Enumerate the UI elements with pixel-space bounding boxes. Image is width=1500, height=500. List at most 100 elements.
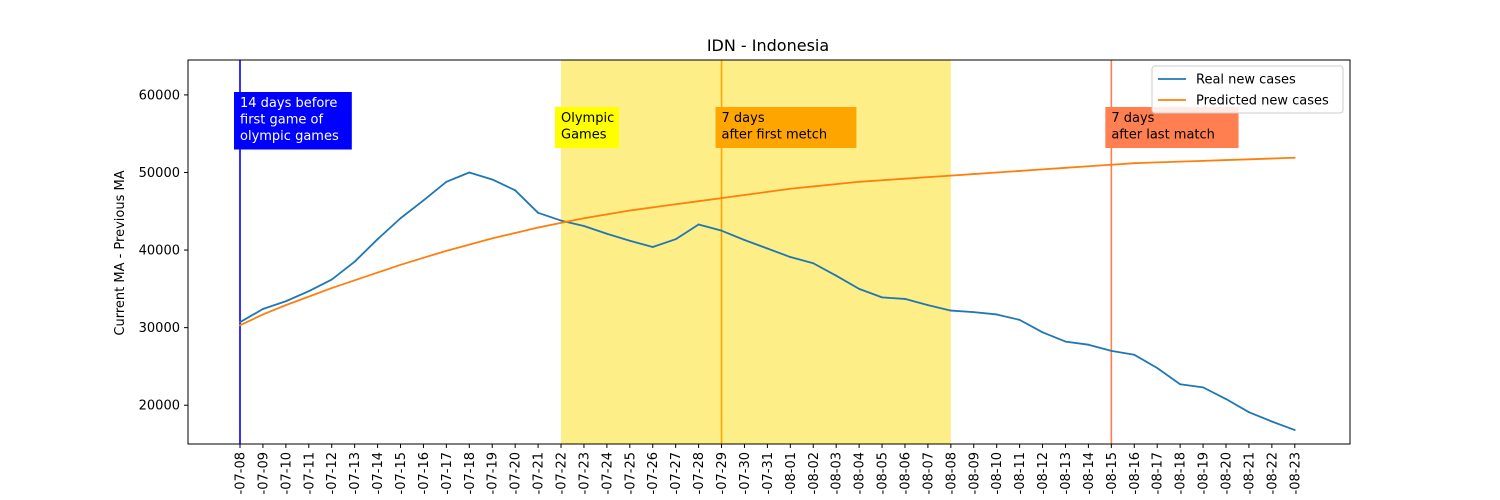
x-tick-label-34: -08-11 [1013,452,1028,494]
series-0-point-0 [239,321,241,324]
plot-frame [187,59,1351,445]
x-tick-label-11: -07-19 [486,452,501,494]
series-0-point-18 [651,246,654,248]
series-0-point-6 [376,238,379,241]
x-tick-label-15: -07-23 [577,452,592,494]
x-tick-label-17: -07-25 [623,452,638,494]
series-1-point-37 [1087,165,1090,168]
series-1-point-8 [422,256,425,259]
x-tick-label-0: -07-08 [234,452,249,494]
series-1-point-41 [1179,160,1182,163]
series-1-point-46 [1293,156,1296,159]
series-1-point-43 [1225,159,1227,161]
x-tick-label-8: -07-16 [417,452,432,494]
annotation-text-0-0: 14 days before [240,96,337,111]
series-1-point-29 [904,177,906,180]
series-0-point-21 [720,229,723,232]
series-0-point-17 [628,239,631,242]
legend-label-0: Real new cases [1196,73,1296,88]
y-tick-label-4: 60000 [139,88,180,103]
annotation-text-0-1: first game of [240,113,324,128]
series-1-point-18 [651,206,654,209]
series-1-point-26 [835,183,838,186]
annotation-box-2 [715,107,857,148]
annotation-box-3 [1105,107,1239,148]
x-tick-label-12: -07-20 [509,452,524,494]
series-0-point-7 [399,217,402,220]
x-tick-label-7: -07-15 [394,452,409,494]
series-1-point-28 [881,179,883,182]
series-1-point-23 [766,190,769,193]
series-0-point-12 [514,189,517,192]
annotation-3: 7 days after last match [1105,107,1239,148]
series-0-point-5 [353,260,356,263]
y-axis: 20000 30000 40000 50000 60000 [139,88,188,414]
series-1-point-30 [927,176,929,179]
series-0-point-25 [812,262,815,265]
annotation-text-1-0: Olympic [561,111,614,126]
series-0-point-40 [1156,367,1159,369]
series-0-point-37 [1087,343,1090,346]
series-1-point-38 [1110,163,1113,166]
x-tick-label-40: -08-17 [1151,452,1166,494]
series-1-point-19 [674,203,677,206]
x-tick-label-6: -07-14 [371,452,386,494]
series-0-point-45 [1270,420,1273,423]
series-1-point-17 [628,209,631,212]
annotation-text-3-0: 7 days [1111,111,1154,126]
series-1-point-16 [605,213,608,216]
x-tick-label-46: -08-23 [1288,452,1303,494]
series-1-point-35 [1041,168,1044,171]
x-tick-label-16: -07-24 [600,452,615,494]
series-0-point-14 [560,219,562,222]
x-tick-label-13: -07-21 [532,452,547,494]
x-tick-label-44: -08-21 [1242,452,1257,494]
legend-label-1: Predicted new cases [1196,94,1329,109]
series-0-point-38 [1110,350,1113,352]
x-tick-label-9: -07-17 [440,452,455,494]
x-tick-label-39: -08-16 [1128,452,1143,494]
series-0-point-15 [583,225,585,227]
y-tick-label-1: 30000 [139,321,180,336]
series-0-point-33 [995,313,998,316]
x-tick-label-21: -07-29 [715,452,730,494]
series-0-point-28 [881,296,883,299]
series-0-point-16 [605,232,608,235]
series-1-point-20 [697,200,700,203]
series-1-point-6 [376,271,379,274]
series-0-point-27 [858,287,861,290]
series-0-point-31 [949,309,952,312]
x-tick-label-41: -08-18 [1174,452,1189,494]
series-1-point-25 [812,185,815,188]
x-tick-label-23: -07-31 [761,452,776,494]
annotation-text-2-0: 7 days [722,111,765,126]
series-1-point-36 [1064,166,1067,169]
series-1-point-31 [949,174,952,177]
series-0-point-9 [445,180,448,183]
series-1-point-15 [583,217,585,220]
series-1-point-24 [789,187,792,190]
y-tick-label-2: 40000 [139,244,180,259]
x-tick-label-26: -08-03 [830,452,845,494]
series-1-point-10 [468,243,471,246]
annotation-1: Olympic Games [555,107,619,148]
annotation-box-1 [555,107,619,148]
series-0-point-44 [1248,411,1250,414]
x-tick-label-1: -07-09 [256,452,271,494]
x-tick-label-30: -08-07 [921,452,936,494]
series-0-point-36 [1064,340,1067,343]
series-1-point-14 [560,222,562,224]
series-0-point-35 [1041,331,1044,334]
x-tick-label-10: -07-18 [463,452,478,494]
x-tick-label-33: -08-10 [990,452,1005,494]
annotation-text-0-2: olympic games [240,129,339,144]
x-tick-label-14: -07-22 [555,452,570,494]
x-tick-label-2: -07-10 [279,452,294,494]
y-tick-label-0: 20000 [139,399,180,414]
series-0-point-4 [330,278,333,281]
series-0-point-42 [1202,386,1204,389]
series-1-point-44 [1248,158,1250,161]
series-0-point-41 [1179,383,1182,386]
